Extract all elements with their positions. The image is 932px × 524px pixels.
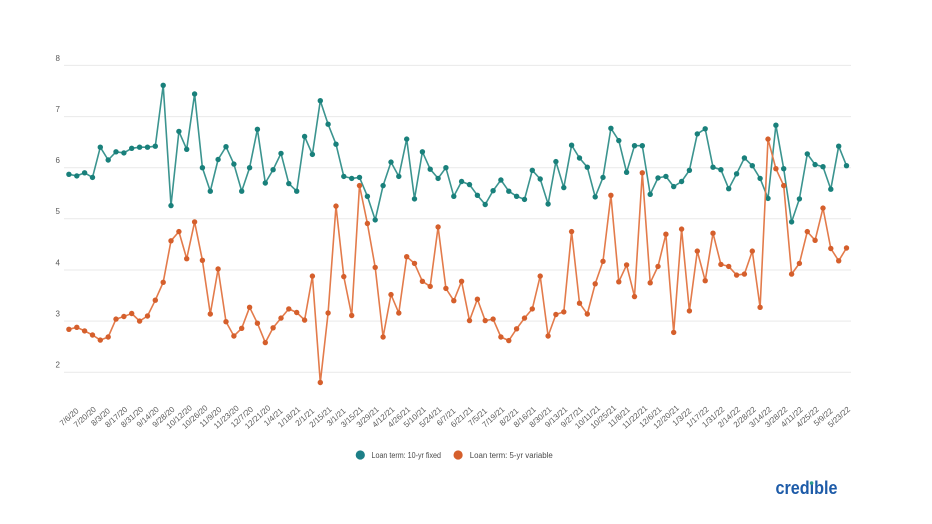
svg-text:2: 2 — [56, 361, 61, 370]
svg-text:credıble: credıble — [776, 478, 838, 498]
svg-text:5: 5 — [56, 207, 61, 216]
svg-text:Loan term: 5-yr variable: Loan term: 5-yr variable — [470, 450, 553, 460]
svg-text:4: 4 — [56, 258, 61, 267]
svg-text:6: 6 — [56, 156, 61, 165]
svg-text:Loan term: 10-yr fixed: Loan term: 10-yr fixed — [372, 450, 442, 460]
svg-text:8: 8 — [56, 54, 61, 63]
svg-text:7: 7 — [56, 105, 61, 114]
svg-text:3: 3 — [56, 310, 61, 319]
